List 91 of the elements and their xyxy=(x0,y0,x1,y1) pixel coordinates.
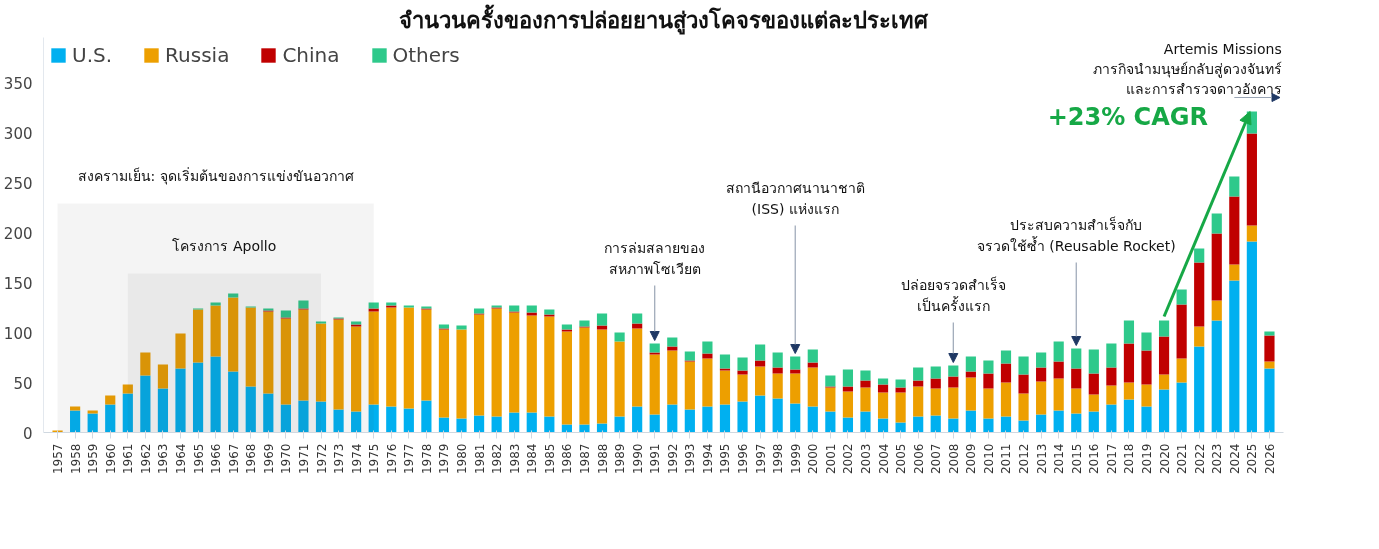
x-tick-label: 2013 xyxy=(1034,443,1049,475)
x-tick-label: 1992 xyxy=(665,443,680,475)
x-tick-label: 2002 xyxy=(841,443,856,475)
x-tick-label: 1999 xyxy=(788,443,803,475)
x-tick-label: 1961 xyxy=(121,443,136,475)
x-tick-label: 1962 xyxy=(138,443,153,475)
x-tick-label: 2000 xyxy=(806,443,821,475)
x-tick-label: 1978 xyxy=(419,443,434,475)
y-tick-label: 0 xyxy=(22,424,33,443)
x-tick-label: 1959 xyxy=(86,443,101,475)
x-tick-label: 1965 xyxy=(191,443,206,475)
x-tick-label: 1977 xyxy=(402,443,417,475)
x-tick-label: 2003 xyxy=(858,443,873,475)
x-tick-label: 1998 xyxy=(771,443,786,475)
y-tick-label: 100 xyxy=(3,324,33,343)
x-tick-label: 1986 xyxy=(560,443,575,475)
x-tick-label: 1970 xyxy=(279,443,294,475)
x-tick-label: 1967 xyxy=(226,443,241,475)
x-tick-label: 1984 xyxy=(525,443,540,475)
x-tick-label: 1982 xyxy=(490,443,505,475)
y-tick-label: 50 xyxy=(13,374,33,393)
x-tick-label: 1988 xyxy=(595,443,610,475)
x-tick-label: 1980 xyxy=(455,443,470,475)
x-tick-label: 1969 xyxy=(261,443,276,475)
legend-label: China xyxy=(282,43,340,67)
x-tick-label: 1995 xyxy=(718,443,733,475)
x-tick-label: 1993 xyxy=(683,443,698,475)
annotation: สถานีอวกาศนานาชาติ (ISS) แห่งแรก xyxy=(725,179,865,218)
legend-label: U.S. xyxy=(72,43,113,67)
band-label: สงครามเย็น: จุดเริ่มต้นของการแข่งขันอวกาศ xyxy=(77,166,354,185)
x-tick-label: 2023 xyxy=(1210,443,1225,475)
x-tick-label: 2001 xyxy=(823,443,838,475)
y-tick-label: 350 xyxy=(3,74,33,93)
x-tick-label: 1973 xyxy=(332,443,347,475)
x-tick-label: 1963 xyxy=(156,443,171,475)
y-tick-label: 150 xyxy=(3,274,33,293)
x-tick-label: 1975 xyxy=(367,443,382,475)
x-tick-label: 2021 xyxy=(1175,443,1190,475)
annotation: การล่มสลายของ สหภาพโซเวียต xyxy=(604,239,706,278)
x-tick-label: 1979 xyxy=(437,443,452,475)
annotation: ประสบความสำเร็จกับ จรวดใช้ซ้ำ (Reusable Rocket) xyxy=(976,215,1176,255)
x-tick-label: 2020 xyxy=(1157,443,1172,475)
annotation: ปล่อยจรวดสำเร็จ เป็นครั้งแรก xyxy=(900,275,1006,315)
x-tick-label: 1996 xyxy=(736,443,751,475)
x-tick-label: 2005 xyxy=(894,443,909,475)
x-tick-label: 2007 xyxy=(929,443,944,475)
x-tick-label: 1987 xyxy=(577,443,592,475)
annotation: +23% CAGR xyxy=(1047,102,1208,131)
x-tick-label: 1960 xyxy=(103,443,118,475)
y-tick-label: 300 xyxy=(3,124,33,143)
x-tick-label: 2004 xyxy=(876,443,891,475)
legend-label: Others xyxy=(392,43,460,67)
x-tick-label: 2022 xyxy=(1192,443,1207,475)
x-tick-label: 2018 xyxy=(1122,443,1137,475)
x-tick-label: 1974 xyxy=(349,443,364,475)
x-tick-label: 2019 xyxy=(1140,443,1154,475)
x-tick-label: 1989 xyxy=(613,443,628,475)
legend-label: Russia xyxy=(165,43,230,67)
x-tick-label: 1976 xyxy=(384,443,399,475)
x-tick-label: 1981 xyxy=(472,443,487,475)
x-tick-label: 2016 xyxy=(1087,443,1102,475)
x-tick-label: 2008 xyxy=(946,443,961,475)
x-tick-label: 1964 xyxy=(174,443,188,475)
x-tick-label: 1968 xyxy=(244,443,259,475)
annotation: Artemis Missions ภารกิจนำมนุษย์กลับสู่ดวงจันทร์ และการสำรวจดาวอังคาร xyxy=(1092,40,1282,97)
x-tick-label: 1972 xyxy=(314,443,329,475)
x-tick-label: 2009 xyxy=(964,443,979,475)
x-tick-label: 2017 xyxy=(1104,443,1119,475)
x-tick-label: 1994 xyxy=(700,443,715,475)
x-tick-label: 2010 xyxy=(981,443,996,475)
x-tick-label: 2006 xyxy=(911,443,926,475)
y-tick-label: 200 xyxy=(3,224,33,243)
x-tick-label: 2025 xyxy=(1245,443,1260,475)
y-tick-label: 250 xyxy=(3,174,33,193)
x-tick-label: 2015 xyxy=(1069,443,1084,475)
x-tick-label: 1985 xyxy=(542,443,557,475)
x-tick-label: 1990 xyxy=(630,443,645,475)
x-tick-label: 2011 xyxy=(999,443,1014,475)
x-tick-label: 1957 xyxy=(51,443,66,475)
band-label: โครงการ Apollo xyxy=(172,237,277,254)
chart-title: จำนวนครั้งของการปล่อยยานสู่วงโคจรของแต่ละประเทศ xyxy=(399,3,929,35)
x-tick-label: 1958 xyxy=(68,443,83,475)
x-tick-label: 2012 xyxy=(1017,443,1032,475)
x-tick-label: 2024 xyxy=(1227,443,1242,475)
x-tick-label: 1966 xyxy=(209,443,224,475)
x-tick-label: 1997 xyxy=(753,443,768,475)
x-tick-label: 1983 xyxy=(507,443,522,475)
x-tick-label: 1991 xyxy=(648,443,663,475)
x-tick-label: 2026 xyxy=(1262,443,1277,475)
x-tick-label: 1971 xyxy=(296,443,311,475)
x-tick-label: 2014 xyxy=(1052,443,1067,475)
